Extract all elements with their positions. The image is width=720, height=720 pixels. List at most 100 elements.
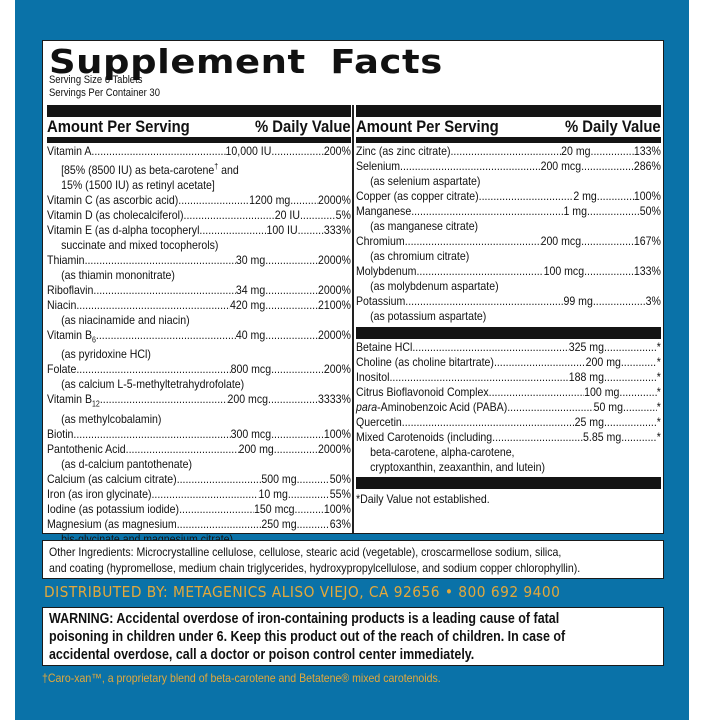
nutrient-row: Calcium (as calcium citrate) 500 mg 50% bbox=[47, 472, 351, 487]
leader-dots bbox=[177, 517, 262, 532]
nutrient-amount: 40 mg bbox=[235, 328, 266, 342]
nutrient-row: Vitamin E (as d-alpha tocopheryl 100 IU 3… bbox=[47, 223, 351, 238]
nutrient-source: (as chromium citrate) bbox=[370, 249, 470, 263]
nutrient-amount: 100 mcg bbox=[543, 264, 585, 278]
daily-value: 2100% bbox=[318, 298, 351, 312]
column-divider bbox=[352, 105, 354, 533]
nutrient-name: Betaine HCl bbox=[356, 340, 413, 354]
header-amount: Amount Per Serving bbox=[47, 118, 190, 136]
daily-value: 100% bbox=[323, 426, 351, 441]
nutrient-amount: 420 mg bbox=[229, 298, 266, 312]
medium-rule bbox=[47, 137, 351, 143]
daily-value: 167% bbox=[633, 234, 661, 248]
header-daily-value: % Daily Value bbox=[254, 118, 351, 136]
nutrient-name: Magnesium (as magnesium bbox=[47, 516, 177, 531]
leader-dots bbox=[405, 294, 563, 309]
leader-dots bbox=[581, 159, 634, 174]
leader-dots bbox=[76, 362, 230, 377]
nutrient-source: (as d-calcium pantothenate) bbox=[61, 456, 192, 471]
nutrient-row: Vitamin B12 200 mcg 3333% bbox=[47, 392, 351, 411]
daily-value: 100% bbox=[633, 189, 661, 203]
leader-dots bbox=[179, 502, 254, 517]
leader-dots bbox=[450, 144, 561, 159]
nutrient-source: (as calcium L-5-methyltetrahydrofolate) bbox=[61, 377, 245, 392]
nutrient-amount: 100 mg bbox=[584, 385, 620, 399]
left-nutrient-list: Vitamin A 10,000 IU 200% [85% (8500 IU) as … bbox=[47, 143, 351, 547]
leader-dots bbox=[416, 264, 543, 279]
leader-dots bbox=[621, 355, 657, 370]
thick-rule bbox=[47, 105, 351, 117]
nutrient-row: Iron (as iron glycinate) 10 mg 55% bbox=[47, 487, 351, 502]
nutrient-source: cryptoxanthin, zeaxanthin, and lutein) bbox=[370, 460, 546, 474]
medium-rule bbox=[356, 137, 661, 143]
nutrient-row: Mixed Carotenoids (including 5.85 mg * bbox=[356, 430, 661, 445]
nutrient-source: (as selenium aspartate) bbox=[370, 174, 481, 188]
leader-dots bbox=[412, 340, 568, 355]
leader-dots bbox=[76, 298, 230, 313]
nutrient-source: (as methylcobalamin) bbox=[61, 411, 162, 426]
daily-value: * bbox=[656, 430, 661, 444]
nutrient-source: (as molybdenum aspartate) bbox=[370, 279, 499, 293]
daily-value: 3333% bbox=[318, 392, 351, 407]
leader-dots bbox=[597, 189, 634, 204]
column-header: Amount Per Serving % Daily Value bbox=[47, 117, 351, 137]
leader-dots bbox=[91, 144, 225, 159]
nutrient-name: Choline (as choline bitartrate) bbox=[356, 355, 494, 369]
daily-value: 55% bbox=[329, 486, 351, 501]
nutrient-name: Iodine (as potassium iodide) bbox=[47, 501, 180, 516]
leader-dots bbox=[400, 159, 541, 174]
other-nutrient-list: Betaine HCl325 mg*Choline (as choline bi… bbox=[356, 339, 661, 475]
leader-dots bbox=[494, 355, 586, 370]
nutrient-source: (as niacinamide and niacin) bbox=[61, 313, 190, 327]
leader-dots bbox=[184, 208, 275, 223]
daily-value: 286% bbox=[633, 159, 661, 173]
nutrient-amount: 30 mg bbox=[235, 253, 266, 267]
thick-rule bbox=[356, 327, 661, 339]
daily-value: 2000% bbox=[318, 253, 351, 267]
nutrient-name: Molybdenum bbox=[356, 264, 417, 278]
leader-dots bbox=[604, 340, 657, 355]
leader-dots bbox=[274, 442, 318, 457]
nutrient-amount: 200 mg bbox=[585, 355, 621, 369]
nutrient-source: (as pyridoxine HCl) bbox=[61, 347, 151, 362]
leader-dots bbox=[297, 472, 330, 487]
nutrient-name: Selenium bbox=[356, 159, 401, 173]
panel-title: Supplement Facts bbox=[49, 42, 443, 81]
nutrient-amount: 200 mg bbox=[238, 441, 274, 456]
thick-rule bbox=[356, 477, 661, 489]
header-amount: Amount Per Serving bbox=[356, 118, 499, 136]
leader-dots bbox=[402, 415, 575, 430]
title-word-supplement: Supplement bbox=[49, 42, 306, 81]
nutrient-amount: 20 IU bbox=[274, 208, 300, 222]
nutrient-name: Manganese bbox=[356, 204, 412, 218]
nutrient-name: Calcium (as calcium citrate) bbox=[47, 471, 177, 486]
daily-value: * bbox=[656, 415, 661, 429]
leader-dots bbox=[587, 204, 640, 219]
daily-value: * bbox=[656, 340, 661, 354]
nutrient-row: Thiamin 30 mg 2000% bbox=[47, 253, 351, 268]
daily-value: 2000% bbox=[318, 441, 351, 456]
nutrient-row: Zinc (as zinc citrate) 20 mg 133% bbox=[356, 144, 661, 159]
daily-value-footnote: *Daily Value not established. bbox=[356, 492, 490, 506]
daily-value: 133% bbox=[633, 264, 661, 278]
nutrient-row: Potassium 99 mg 3% bbox=[356, 294, 661, 309]
leader-dots bbox=[96, 328, 236, 347]
nutrient-row: Vitamin C (as ascorbic acid) 1200 mg 2000% bbox=[47, 193, 351, 208]
nutrient-row: Pantothenic Acid 200 mg 2000% bbox=[47, 442, 351, 457]
nutrient-row: Vitamin A 10,000 IU 200% bbox=[47, 144, 351, 159]
leader-dots bbox=[298, 223, 324, 238]
nutrient-name: Zinc (as zinc citrate) bbox=[356, 144, 451, 158]
leader-dots bbox=[593, 294, 646, 309]
nutrient-amount: 10,000 IU bbox=[225, 144, 272, 158]
nutrient-name: Vitamin B12 bbox=[47, 392, 100, 409]
nutrient-amount: 1 mg bbox=[563, 204, 587, 218]
leader-dots bbox=[297, 517, 330, 532]
nutrient-amount: 200 mcg bbox=[540, 234, 582, 248]
leader-dots bbox=[178, 193, 249, 208]
leader-dots bbox=[405, 234, 541, 249]
nutrient-name: Pantothenic Acid bbox=[47, 441, 126, 456]
left-column: Amount Per Serving % Daily Value Vitamin… bbox=[47, 105, 351, 547]
nutrient-name: Biotin bbox=[47, 426, 74, 441]
nutrient-amount: 25 mg bbox=[574, 415, 604, 429]
daily-value: * bbox=[656, 385, 661, 399]
